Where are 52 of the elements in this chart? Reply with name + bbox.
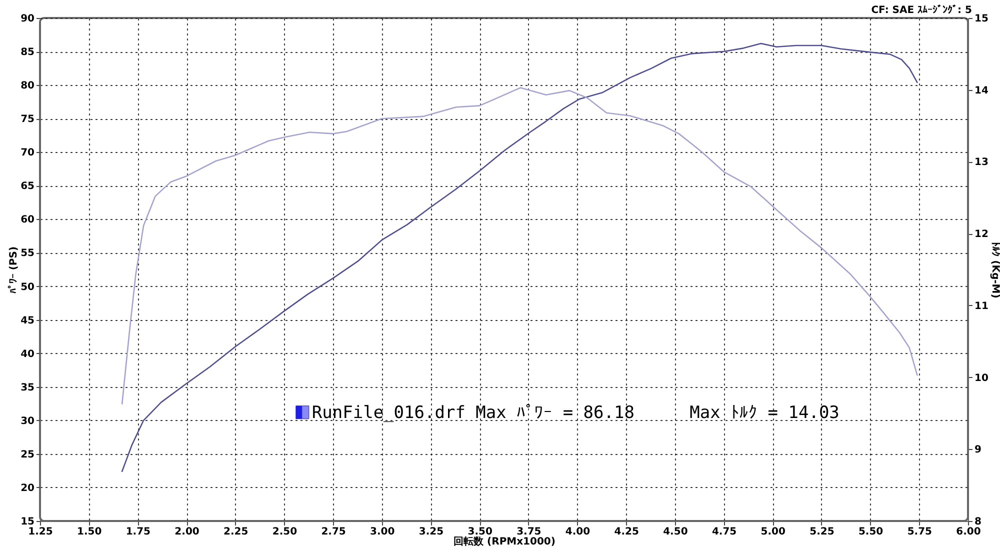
line-series — [121, 87, 918, 405]
x-tick-label: 4.50 — [663, 526, 688, 538]
x-tick-label: 6.00 — [956, 526, 981, 538]
x-tick-label: 5.75 — [907, 526, 932, 538]
x-tick-label: 5.50 — [858, 526, 884, 538]
y2-tick-label: 8 — [974, 516, 982, 528]
y-tick-label: 15 — [20, 516, 35, 528]
x-tick-label: 3.50 — [468, 526, 492, 538]
y2-tick-label: 10 — [974, 372, 988, 384]
y-axis-title: ﾊﾟﾜｰ (PS) — [8, 246, 20, 294]
x-tick-label: 4.75 — [712, 526, 737, 538]
y2-axis-title: ﾄﾙｸ (Kg-M) — [989, 242, 1000, 298]
y-tick-label: 25 — [20, 449, 35, 460]
x-tick-label: 1.50 — [77, 526, 102, 538]
x-tick-label: 4.00 — [565, 526, 590, 538]
x-axis-title: 回転数 (RPMx1000) — [454, 536, 556, 548]
x-tick-label: 2.50 — [272, 526, 298, 538]
x-tick-label: 4.25 — [614, 526, 639, 538]
x-tick-label: 2.25 — [224, 526, 248, 538]
line-series — [121, 42, 918, 472]
x-tick-label: 3.75 — [516, 526, 542, 538]
y-tick-label: 65 — [20, 181, 35, 192]
y2-tick-label: 13 — [974, 157, 988, 168]
y-tick-label: 85 — [20, 47, 35, 58]
x-tick-label: 3.25 — [418, 526, 444, 538]
x-tick-label: 1.75 — [126, 526, 151, 538]
y-tick-label: 50 — [20, 282, 35, 293]
y-tick-label: 60 — [20, 214, 35, 226]
y-tick-label: 90 — [20, 14, 35, 24]
y-tick-label: 80 — [20, 80, 35, 92]
y-tick-label: 75 — [20, 114, 35, 126]
x-tick-label: 1.25 — [28, 526, 53, 538]
y2-tick-label: 11 — [974, 300, 988, 312]
x-tick-label: 2.00 — [174, 526, 200, 538]
y-tick-label: 30 — [20, 416, 35, 427]
y-tick-label: 40 — [20, 348, 35, 360]
text: CF: SAE ｽﾑｰｼﾞﾝｸﾞ: 5 — [871, 4, 972, 16]
y2-tick-label: 9 — [974, 444, 982, 456]
annotation: RunFile_016.drf Max ﾊﾟﾜｰ = 86.18 — [312, 402, 634, 423]
x-tick-label: 3.00 — [370, 526, 395, 538]
annotation: Max ﾄﾙｸ = 14.03 — [690, 402, 840, 423]
y2-tick-label: 15 — [974, 14, 988, 24]
x-tick-label: 5.25 — [810, 526, 834, 538]
x-tick-label: 2.75 — [321, 526, 346, 538]
y-tick-label: 55 — [20, 248, 35, 260]
y-tick-label: 20 — [20, 482, 35, 494]
y2-tick-label: 14 — [974, 85, 988, 96]
y-tick-label: 35 — [20, 382, 35, 394]
y-tick-label: 45 — [20, 315, 35, 326]
y-tick-label: 70 — [20, 148, 35, 159]
x-tick-label: 5.00 — [760, 526, 786, 538]
y2-tick-label: 12 — [974, 229, 988, 240]
